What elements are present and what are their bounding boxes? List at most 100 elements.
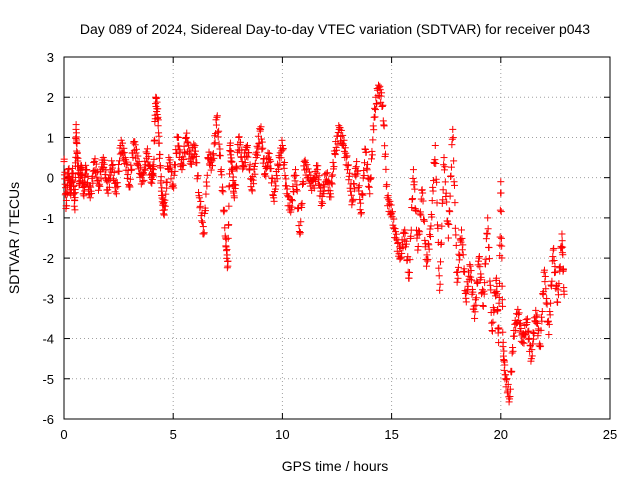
data-point	[509, 347, 517, 355]
data-point	[416, 228, 424, 236]
data-point	[174, 133, 182, 141]
data-point	[449, 125, 457, 133]
data-point	[173, 149, 181, 157]
data-point	[340, 136, 348, 144]
data-point	[451, 224, 459, 232]
data-point	[550, 256, 558, 264]
data-point	[435, 272, 443, 280]
data-point	[471, 314, 479, 322]
data-point	[156, 151, 164, 159]
data-point	[475, 253, 483, 261]
axes	[63, 56, 611, 420]
data-point	[211, 139, 219, 147]
data-point	[502, 371, 510, 379]
data-point	[157, 164, 165, 172]
data-point	[330, 163, 338, 171]
data-point	[243, 152, 251, 160]
data-point	[232, 181, 240, 189]
data-point	[534, 332, 542, 340]
data-point	[151, 136, 159, 144]
data-point	[537, 326, 545, 334]
data-point	[183, 129, 191, 137]
data-point	[472, 301, 480, 309]
data-point	[112, 184, 120, 192]
data-point	[310, 184, 318, 192]
data-point	[241, 159, 249, 167]
data-point	[417, 211, 425, 219]
data-point	[406, 269, 414, 277]
data-point	[362, 148, 370, 156]
data-point	[437, 239, 445, 247]
chart-title: Day 089 of 2024, Sidereal Day-to-day VTE…	[80, 21, 590, 37]
data-point	[301, 166, 309, 174]
data-point	[371, 104, 379, 112]
data-point	[484, 214, 492, 222]
data-point	[407, 232, 415, 240]
y-tick-label: -1	[42, 211, 54, 226]
data-point	[390, 215, 398, 223]
data-point	[225, 221, 233, 229]
data-point	[251, 159, 259, 167]
data-point	[215, 127, 223, 135]
data-point	[379, 101, 387, 109]
data-point	[396, 254, 404, 262]
data-point	[432, 160, 440, 168]
data-point	[251, 170, 259, 178]
data-point	[376, 86, 384, 94]
y-axis-label: SDTVAR / TECUs	[6, 182, 22, 294]
data-point	[456, 252, 464, 260]
data-point	[272, 182, 280, 190]
data-point	[443, 198, 451, 206]
data-point	[549, 253, 557, 261]
data-point	[155, 132, 163, 140]
data-point	[184, 141, 192, 149]
data-point	[71, 189, 79, 197]
data-point	[257, 123, 265, 131]
data-point	[447, 163, 455, 171]
data-point	[167, 175, 175, 183]
data-point	[360, 172, 368, 180]
data-point	[424, 255, 432, 263]
data-point	[193, 159, 201, 167]
data-point	[458, 234, 466, 242]
data-point	[346, 169, 354, 177]
data-point	[548, 277, 556, 285]
data-point	[538, 317, 546, 325]
data-point	[83, 166, 91, 174]
data-point	[364, 160, 372, 168]
data-point	[459, 241, 467, 249]
data-point	[245, 149, 253, 157]
data-point	[277, 154, 285, 162]
data-point	[433, 178, 441, 186]
data-point	[80, 192, 88, 200]
data-point	[203, 171, 211, 179]
data-point	[498, 282, 506, 290]
data-point	[150, 155, 158, 163]
data-point	[441, 178, 449, 186]
data-point	[487, 286, 495, 294]
x-tick-label: 25	[603, 427, 617, 442]
data-point	[153, 98, 161, 106]
tick-labels: 0 5 10 15 20 25 -6 -5 -4 -3 -2 -1 0 1 2 3	[42, 50, 617, 442]
data-point	[154, 122, 162, 130]
data-point	[328, 180, 336, 188]
data-point	[126, 175, 134, 183]
data-point	[70, 182, 78, 190]
data-point	[320, 183, 328, 191]
data-point	[414, 243, 422, 251]
data-point	[282, 175, 290, 183]
data-point	[225, 202, 233, 210]
data-point	[210, 154, 218, 162]
data-point	[421, 236, 429, 244]
data-point	[525, 327, 533, 335]
data-point	[499, 338, 507, 346]
data-point	[70, 189, 78, 197]
data-point	[140, 176, 148, 184]
x-tick-label: 0	[60, 427, 67, 442]
data-point	[149, 161, 157, 169]
data-point	[493, 290, 501, 298]
data-point	[497, 208, 505, 216]
data-point	[380, 122, 388, 130]
data-point	[267, 157, 275, 165]
